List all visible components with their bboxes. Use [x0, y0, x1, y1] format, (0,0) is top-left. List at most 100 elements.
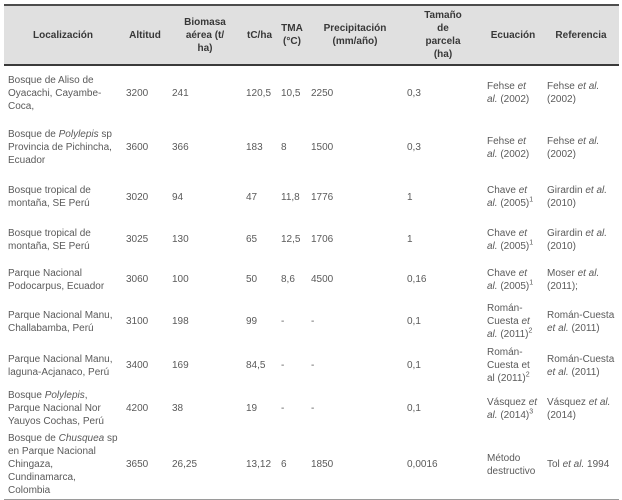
cell-altitud: 3100	[126, 316, 149, 327]
table-row: Bosque tropical de montaña, SE Perú 3020…	[4, 175, 619, 219]
cell-referencia: Tol et al. 1994	[547, 459, 610, 470]
cell-biomasa: 38	[172, 403, 184, 414]
cell-referencia: Román-Cuesta et al. (2011)	[547, 309, 615, 334]
cell-tma: -	[281, 360, 285, 371]
table-row: Parque Nacional Podocarpus, Ecuador 3060…	[4, 260, 619, 299]
cell-localizacion: Bosque tropical de montaña, SE Perú	[8, 227, 91, 252]
cell-precipitacion: -	[311, 316, 315, 327]
cell-precipitacion: 1500	[311, 142, 334, 153]
cell-tma: 8,6	[281, 274, 295, 285]
cell-parcela: 0,1	[407, 403, 421, 414]
cell-tc-ha: 183	[246, 142, 263, 153]
header-tc-ha: tC/ha	[242, 5, 277, 66]
cell-tc-ha: 50	[246, 274, 258, 285]
cell-tma: 10,5	[281, 87, 301, 99]
cell-localizacion: Bosque tropical de montaña, SE Perú	[8, 185, 91, 209]
cell-ecuacion: Chave et al. (2005)1	[487, 185, 534, 209]
table-row: Bosque de Chusquea sp en Parque Nacional…	[4, 430, 619, 500]
cell-precipitacion: 1706	[311, 234, 334, 245]
table-row: Bosque de Aliso de Oyacachi, Cayambe-Coc…	[4, 65, 619, 120]
cell-localizacion: Bosque de Aliso de Oyacachi, Cayambe-Coc…	[8, 74, 102, 112]
cell-tma: 6	[281, 459, 287, 470]
cell-tma: 11,8	[281, 191, 300, 203]
cell-biomasa: 130	[172, 234, 189, 245]
cell-localizacion: Parque Nacional Manu, laguna-Acjanaco, P…	[8, 353, 113, 378]
table-row: Bosque Polylepis, Parque Nacional Nor Ya…	[4, 387, 619, 430]
table-body: Bosque de Aliso de Oyacachi, Cayambe-Coc…	[4, 65, 619, 500]
header-tamano-parcela: Tamaño de parcela (ha)	[403, 5, 483, 66]
cell-parcela: 1	[407, 191, 413, 203]
cell-biomasa: 198	[172, 316, 189, 327]
cell-localizacion: Bosque de Chusquea sp en Parque Nacional…	[8, 433, 118, 496]
cell-biomasa: 26,25	[172, 459, 198, 470]
cell-ecuacion: Fehse et al. (2002)	[487, 135, 530, 160]
cell-tc-ha: 65	[246, 234, 258, 245]
cell-altitud: 3650	[126, 459, 149, 470]
cell-tc-ha: 120,5	[246, 87, 272, 99]
table-header: Localización Altitud Biomasa aérea (t/ h…	[4, 5, 619, 66]
cell-precipitacion: -	[311, 403, 315, 414]
biomass-table: Localización Altitud Biomasa aérea (t/ h…	[4, 4, 619, 500]
header-tma: TMA (°C)	[277, 5, 307, 66]
cell-precipitacion: 4500	[311, 274, 334, 285]
cell-altitud: 3600	[126, 142, 149, 153]
cell-referencia: Román-Cuesta et al. (2011)	[547, 353, 615, 378]
cell-ecuacion: Román-Cuesta et al (2011)2	[487, 347, 530, 384]
cell-parcela: 1	[407, 234, 413, 245]
cell-altitud: 3200	[126, 87, 149, 99]
cell-parcela: 0,16	[407, 274, 427, 285]
header-referencia: Referencia	[543, 5, 619, 66]
cell-localizacion: Bosque de Polylepis sp Provincia de Pich…	[8, 129, 112, 166]
cell-referencia: Vásquez et al. (2014)	[547, 396, 611, 421]
cell-tma: 8	[281, 142, 287, 153]
cell-biomasa: 241	[172, 87, 189, 99]
cell-tma: -	[281, 316, 285, 327]
cell-parcela: 0,1	[407, 316, 421, 327]
table-row: Bosque de Polylepis sp Provincia de Pich…	[4, 120, 619, 175]
cell-altitud: 3060	[126, 274, 149, 285]
table-row: Bosque tropical de montaña, SE Perú 3025…	[4, 219, 619, 260]
cell-precipitacion: 1776	[311, 191, 334, 203]
cell-tma: -	[281, 403, 285, 414]
header-biomasa-aerea: Biomasa aérea (t/ ha)	[168, 5, 242, 66]
cell-precipitacion: 1850	[311, 459, 334, 470]
cell-ecuacion: Vásquez et al. (2014)3	[487, 396, 538, 421]
cell-localizacion: Parque Nacional Manu, Challabamba, Perú	[8, 309, 113, 334]
table-row: Parque Nacional Manu, Challabamba, Perú …	[4, 299, 619, 344]
cell-biomasa: 169	[172, 360, 189, 371]
cell-altitud: 4200	[126, 403, 149, 414]
cell-tc-ha: 13,12	[246, 459, 272, 470]
header-row: Localización Altitud Biomasa aérea (t/ h…	[4, 5, 619, 66]
cell-altitud: 3400	[126, 360, 149, 371]
cell-tc-ha: 19	[246, 403, 258, 414]
cell-ecuacion: Método destructivo	[487, 452, 536, 477]
cell-referencia: Girardin et al. (2010)	[547, 185, 608, 209]
cell-ecuacion: Román-Cuesta et al. (2011)2	[487, 303, 533, 340]
cell-tma: 12,5	[281, 234, 301, 245]
cell-referencia: Fehse et al. (2002)	[547, 81, 600, 105]
cell-tc-ha: 84,5	[246, 360, 266, 371]
table-row: Parque Nacional Manu, laguna-Acjanaco, P…	[4, 344, 619, 387]
cell-tc-ha: 47	[246, 191, 258, 203]
header-precipitacion: Precipitación (mm/año)	[307, 5, 403, 66]
cell-parcela: 0,3	[407, 87, 421, 99]
cell-altitud: 3020	[126, 191, 149, 203]
cell-referencia: Fehse et al. (2002)	[547, 135, 600, 160]
cell-precipitacion: -	[311, 360, 315, 371]
cell-ecuacion: Chave et al. (2005)1	[487, 267, 534, 292]
cell-ecuacion: Chave et al. (2005)1	[487, 227, 534, 252]
cell-precipitacion: 2250	[311, 87, 334, 99]
cell-referencia: Girardin et al. (2010)	[547, 227, 608, 252]
header-ecuacion: Ecuación	[483, 5, 543, 66]
cell-biomasa: 100	[172, 274, 189, 285]
cell-biomasa: 94	[172, 191, 184, 203]
cell-parcela: 0,1	[407, 360, 421, 371]
cell-ecuacion: Fehse et al. (2002)	[487, 81, 530, 105]
cell-localizacion: Parque Nacional Podocarpus, Ecuador	[8, 267, 105, 292]
header-altitud: Altitud	[122, 5, 168, 66]
cell-altitud: 3025	[126, 234, 149, 245]
header-localizacion: Localización	[4, 5, 122, 66]
cell-localizacion: Bosque Polylepis, Parque Nacional Nor Ya…	[8, 390, 104, 427]
cell-referencia: Moser et al. (2011);	[547, 267, 600, 292]
